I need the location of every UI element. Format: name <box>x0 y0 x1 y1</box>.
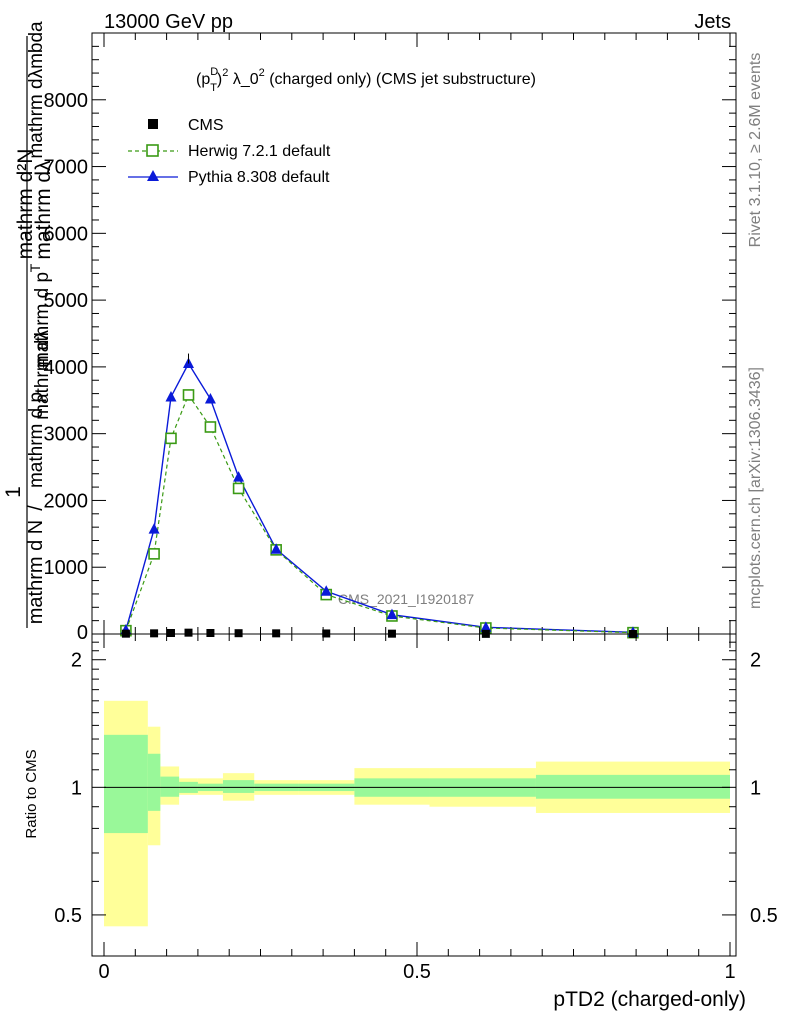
pythia-point <box>480 621 492 632</box>
x-axis-label: pTD2 (charged-only) <box>553 988 746 1011</box>
legend: CMS Herwig 7.2.1 default Pythia 8.308 de… <box>128 117 331 186</box>
cms-point <box>206 628 215 637</box>
header-left-label: 13000 GeV pp <box>104 11 233 33</box>
cms-point <box>166 628 175 637</box>
herwig-point <box>204 421 217 433</box>
ratio-y-ticks: 0.5 0.5 1 1 2 2 <box>54 641 778 927</box>
ylabel-frag-2: mathrm d p <box>32 272 53 368</box>
ratio-plot-panel: 0.5 0.51 12 2 0 0.5 1 Ratio to CMS pTD2 (char… <box>23 633 778 1011</box>
legend-pythia-label: Pythia 8.308 default <box>188 169 330 186</box>
ylabel-one: 1 <box>2 486 25 498</box>
cms-point <box>150 629 159 638</box>
title-prefix: (p <box>196 71 210 88</box>
legend-item-pythia: Pythia 8.308 default <box>128 169 330 186</box>
title-rest: (charged only) (CMS jet substructure) <box>265 71 536 88</box>
ylabel-frag-7: mathrm d p <box>26 392 47 488</box>
herwig-point <box>148 548 160 560</box>
header-right-label: Jets <box>694 11 731 33</box>
main-y-ticks: 1000 2000 3000 4000 5000 6000 7000 8000 0 <box>44 45 736 644</box>
analysis-watermark: CMS_2021_I1920187 <box>338 591 474 607</box>
mcplots-label: mcplots.cern.ch [arXiv:1306.3436] <box>747 367 764 609</box>
title-sup-d: D <box>210 66 218 78</box>
ratio-xtick-label: 1 <box>724 961 735 983</box>
ratio-inner-band <box>535 774 730 799</box>
ratio-ytick-label: 1 <box>71 777 82 799</box>
pythia-point <box>204 392 216 404</box>
cms-point <box>234 629 243 638</box>
pythia-point <box>165 390 177 402</box>
ylabel-numerator: mathrm d²N <box>14 149 37 260</box>
main-ytick-label: 1000 <box>44 557 89 579</box>
ratio-x-ticks: 0 0.5 1 <box>98 634 736 983</box>
pythia-point <box>148 523 160 534</box>
title-sub-t: T <box>210 82 217 94</box>
ratio-inner-band <box>160 776 180 797</box>
ratio-frame <box>91 633 737 957</box>
ratio-bands <box>104 700 730 927</box>
main-ytick-label: 5000 <box>44 290 89 312</box>
legend-item-herwig: Herwig 7.2.1 default <box>128 143 331 160</box>
legend-cms-label: CMS <box>188 117 224 134</box>
ratio-inner-band <box>222 780 255 793</box>
ylabel-frag-0: mathrm dλ <box>32 160 55 260</box>
main-ytick-label: 8000 <box>44 90 89 112</box>
main-ylabel: mathrm d²N mathrm dλ mathrm dλmbda mathr… <box>2 21 55 628</box>
ylabel-frag-4: T <box>40 360 55 368</box>
ratio-xtick-label: 0.5 <box>403 961 431 983</box>
ratio-ylabel: Ratio to CMS <box>23 749 40 838</box>
main-ytick-label: 6000 <box>44 223 89 245</box>
ratio-ytick-label: 2 <box>71 650 82 672</box>
herwig-point <box>182 389 195 401</box>
pythia-point <box>233 471 245 482</box>
main-ytick-label: 3000 <box>44 424 89 446</box>
legend-item-cms: CMS <box>148 117 224 134</box>
ylabel-frag-3: T <box>27 263 43 272</box>
ratio-inner-band <box>104 734 148 834</box>
herwig-point <box>232 482 245 495</box>
pythia-point <box>386 608 398 620</box>
cms-point <box>272 629 281 638</box>
pythia-point <box>270 543 282 554</box>
cms-point <box>184 628 193 637</box>
herwig-point <box>165 432 177 445</box>
main-ytick-label: 7000 <box>44 157 89 179</box>
main-ytick-label-zero: 0 <box>77 622 88 644</box>
ylabel-frag-8: mathrm dλ <box>32 330 53 420</box>
ratio-xtick-label: 0 <box>98 961 109 983</box>
title-exp: 2 <box>222 67 228 79</box>
pythia-point <box>320 585 332 596</box>
main-ytick-label: 4000 <box>44 357 89 379</box>
legend-herwig-label: Herwig 7.2.1 default <box>188 143 331 160</box>
plot-title: (pD T)2 λ_02 (charged only) (CMS jet subs… <box>196 66 536 94</box>
rivet-label: Rivet 3.1.10, ≥ 2.6M events <box>747 53 764 248</box>
legend-herwig-marker <box>146 144 159 157</box>
cms-point <box>322 629 331 638</box>
ratio-inner-band <box>147 753 161 811</box>
ratio-ytick-label: 0.5 <box>54 905 82 927</box>
legend-cms-marker <box>148 119 158 129</box>
main-x-ticks <box>103 33 731 634</box>
ratio-ytick-label-right: 1 <box>750 777 761 799</box>
legend-pythia-marker <box>147 170 159 181</box>
ylabel-frag-1: mathrm dλmbda <box>26 21 47 159</box>
ratio-ytick-label-right: 2 <box>750 650 761 672</box>
title-close: ) <box>217 71 222 88</box>
title-exp-2: 2 <box>259 67 265 79</box>
ylabel-frag-5: mathrm d N <box>25 520 47 624</box>
ylabel-frag-6: / <box>25 505 47 511</box>
main-ytick-label: 2000 <box>44 490 89 512</box>
main-plot-panel: 1000 2000 3000 4000 5000 6000 7000 8000 0 CMS_20… <box>44 32 737 644</box>
title-lambda: λ_0 <box>228 71 258 88</box>
ratio-ytick-label-right: 0.5 <box>750 905 778 927</box>
